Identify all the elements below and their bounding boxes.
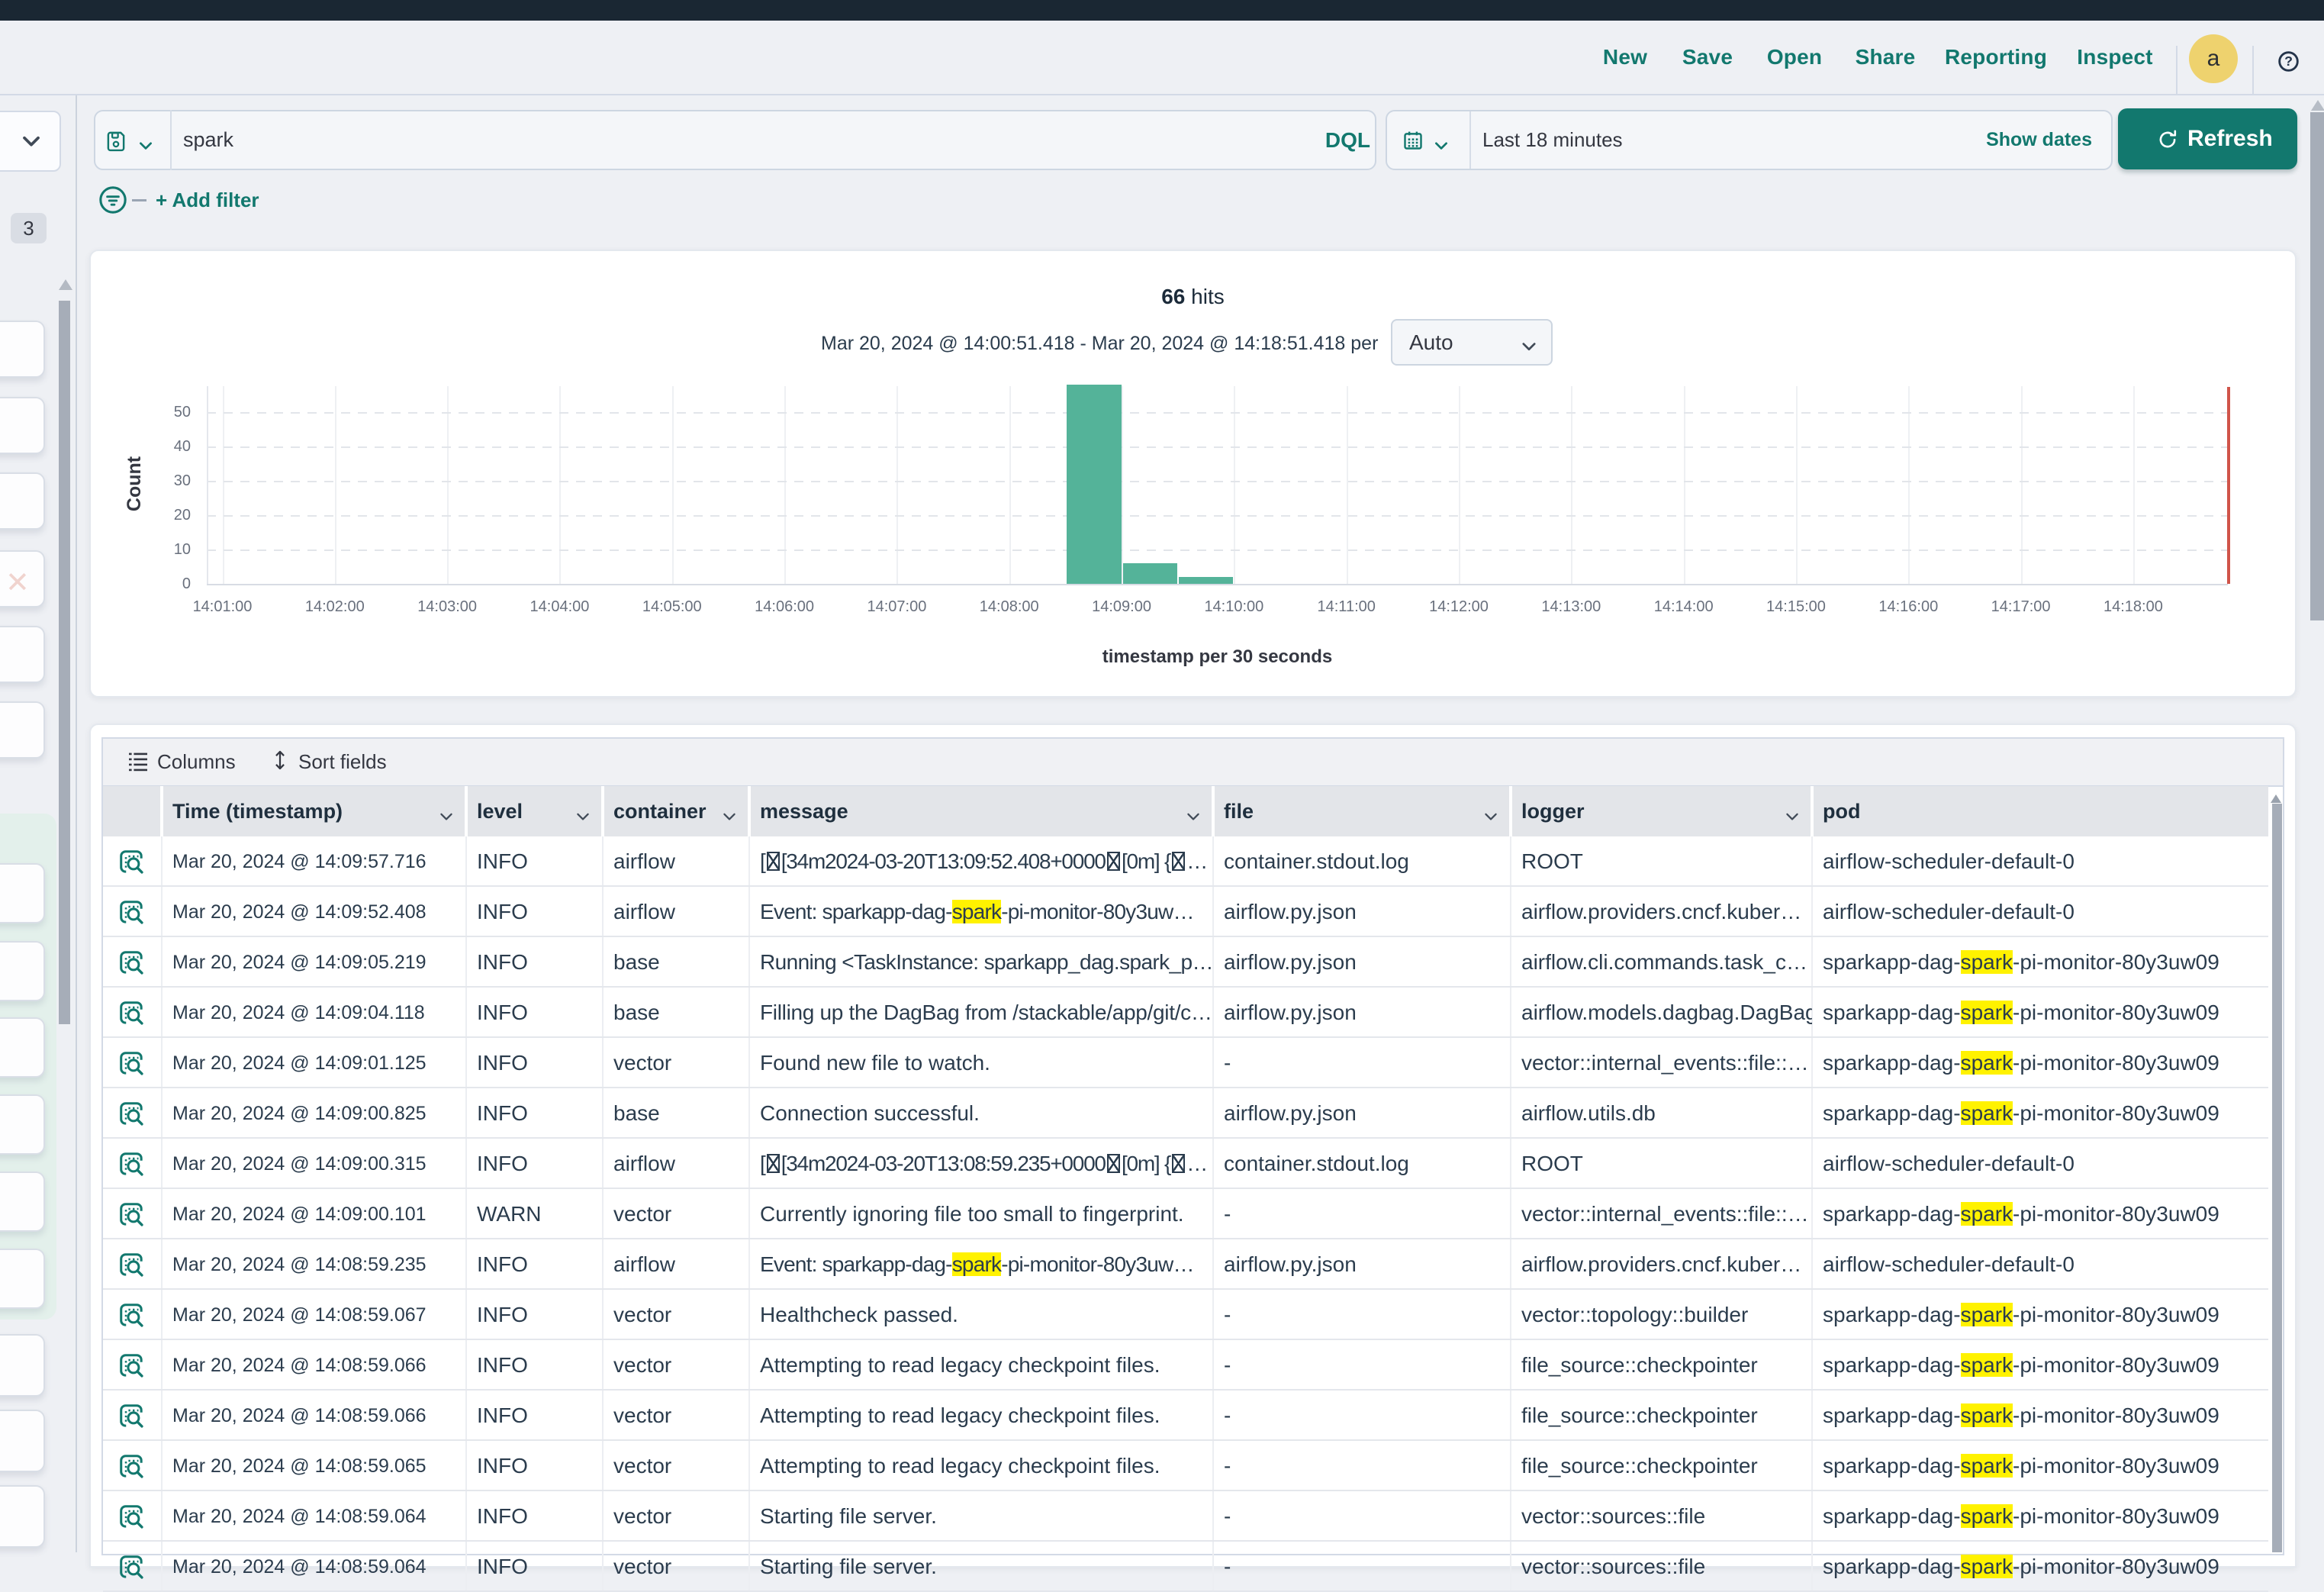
svg-text:?: ? bbox=[2284, 53, 2293, 69]
